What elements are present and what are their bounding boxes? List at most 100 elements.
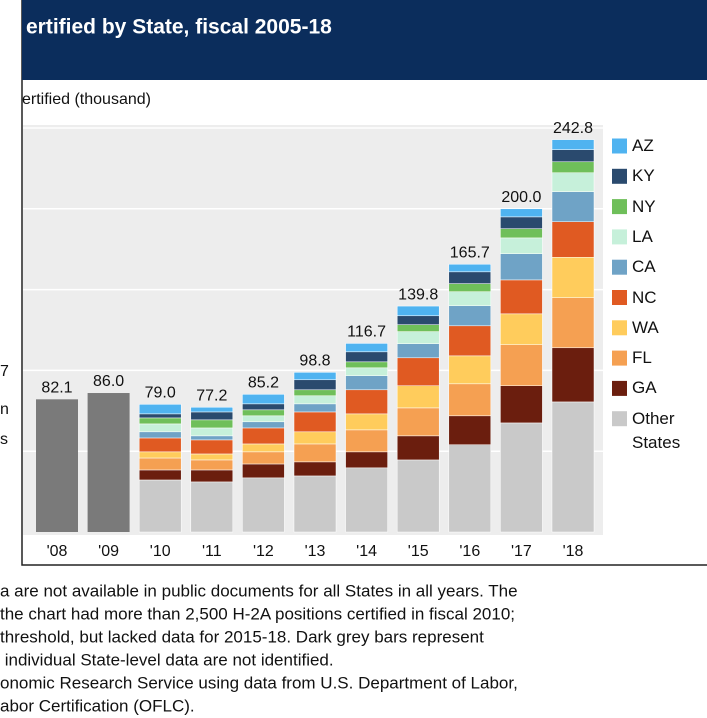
x-tick-label: '17 — [511, 543, 532, 560]
legend-label: LA — [632, 226, 653, 246]
legend-swatch — [612, 229, 627, 245]
bar-segment — [396, 435, 440, 461]
bar-segment — [500, 228, 543, 239]
bar-segment — [551, 347, 595, 403]
bar-segment — [396, 357, 440, 387]
bar-segment — [190, 435, 234, 441]
note: individual State-level data are not iden… — [0, 650, 334, 669]
bar-segment — [138, 417, 182, 425]
total-bar — [36, 399, 78, 532]
bar-segment — [345, 467, 388, 533]
x-tick-label: '14 — [356, 543, 377, 560]
bar-segment — [242, 409, 285, 417]
bar-segment — [396, 305, 440, 317]
bar-segment — [448, 383, 492, 417]
bar-segment — [345, 375, 388, 391]
bar-segment — [190, 406, 234, 413]
bar-segment — [190, 411, 234, 421]
bar-segment — [293, 431, 337, 445]
header — [22, 0, 707, 80]
bar-segment — [190, 439, 234, 455]
bar-segment — [551, 172, 595, 192]
bar-segment — [396, 315, 440, 325]
bar-segment — [448, 283, 492, 292]
legend-label: AZ — [632, 136, 654, 155]
bar-segment — [242, 451, 285, 465]
bar-segment — [242, 403, 285, 411]
x-tick-label: '15 — [408, 543, 429, 560]
bar-segment — [396, 459, 440, 533]
note: abor Certification (OFLC). — [0, 696, 195, 715]
bar-segment — [448, 291, 492, 307]
bar-segment — [448, 305, 492, 327]
total-label: 165.7 — [450, 244, 490, 261]
bar-segment — [138, 469, 182, 481]
bar-segment — [551, 257, 595, 298]
bar-segment — [396, 343, 440, 359]
legend-swatch — [612, 411, 627, 427]
bar-segment — [345, 429, 388, 453]
x-tick-label: '16 — [459, 543, 480, 560]
bar-segment — [500, 208, 543, 218]
bar-segment — [345, 389, 388, 415]
bar-segment — [551, 149, 595, 163]
total-label: 86.0 — [93, 373, 124, 390]
legend-label: Other States — [632, 408, 681, 452]
bar-segment — [293, 475, 337, 533]
bar-segment — [500, 422, 543, 533]
bar-segment — [500, 253, 543, 281]
clipped-text: 7 — [0, 363, 9, 380]
bar-segment — [500, 313, 543, 345]
bar-segment — [138, 431, 182, 439]
x-tick-label: '08 — [47, 543, 68, 560]
bar-segment — [138, 413, 182, 419]
x-tick-label: '09 — [98, 543, 119, 560]
bar-segment — [396, 385, 440, 409]
total-label: 200.0 — [501, 189, 541, 206]
note: onomic Research Service using data from … — [0, 673, 518, 692]
bar-segment — [551, 221, 595, 258]
bar-segment — [138, 457, 182, 471]
x-tick-label: '11 — [202, 543, 222, 560]
legend-swatch — [612, 380, 627, 396]
note: threshold, but lacked data for 2015-18. … — [0, 627, 484, 646]
bar-segment — [396, 331, 440, 344]
total-label: 77.2 — [196, 387, 227, 404]
bar-segment — [345, 343, 388, 353]
bar-segment — [551, 191, 595, 222]
bar-segment — [242, 427, 285, 445]
bar-segment — [551, 139, 595, 150]
bar-segment — [448, 325, 492, 357]
total-bar — [87, 393, 130, 532]
x-tick-label: '18 — [563, 543, 584, 560]
legend-swatch — [612, 350, 627, 366]
bar-segment — [190, 481, 234, 533]
total-label: 85.2 — [248, 375, 279, 392]
bar-segment — [500, 385, 543, 424]
bar-segment — [293, 395, 337, 405]
bar-segment — [293, 411, 337, 433]
legend-swatch — [612, 168, 627, 184]
bar-segment — [551, 161, 595, 174]
bar-segment — [396, 407, 440, 437]
bar-segment — [293, 389, 337, 397]
bar-segment — [448, 271, 492, 284]
legend-label: WA — [632, 317, 659, 337]
legend-label: FL — [632, 348, 652, 368]
bar-segment — [345, 367, 388, 376]
total-label: 242.8 — [553, 120, 593, 137]
bar-segment — [242, 443, 285, 453]
bar-segment — [138, 404, 182, 415]
legend-swatch — [612, 320, 627, 336]
bar-segment — [396, 324, 440, 332]
legend-label: KY — [632, 166, 655, 186]
bar-segment — [190, 469, 234, 483]
bar-segment — [448, 263, 492, 273]
legend-swatch — [612, 199, 627, 215]
x-tick-label: '12 — [253, 543, 274, 560]
bar-segment — [448, 444, 492, 533]
bar-segment — [138, 423, 182, 433]
bar-segment — [242, 463, 285, 479]
bar-segment — [500, 279, 543, 315]
